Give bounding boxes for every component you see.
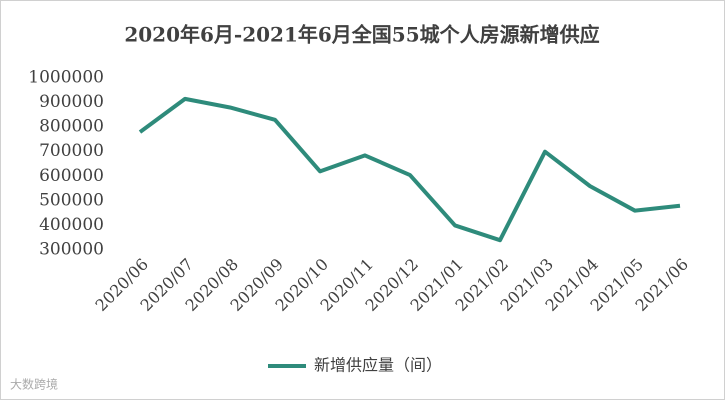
y-tick-label: 300000 <box>39 240 104 260</box>
legend-label: 新增供应量（间） <box>314 356 442 375</box>
data-line <box>138 96 681 243</box>
y-tick-label: 500000 <box>39 190 104 210</box>
y-tick-label: 600000 <box>39 166 104 186</box>
y-tick-label: 1000000 <box>28 68 104 88</box>
y-tick-label: 700000 <box>39 141 104 161</box>
y-tick-label: 800000 <box>39 117 104 137</box>
chart-title: 2020年6月-2021年6月全国55城个人房源新增供应 <box>124 23 599 47</box>
watermark: 大数跨境 <box>10 377 58 392</box>
y-tick-label: 900000 <box>39 92 104 112</box>
y-tick-label: 400000 <box>39 215 104 235</box>
